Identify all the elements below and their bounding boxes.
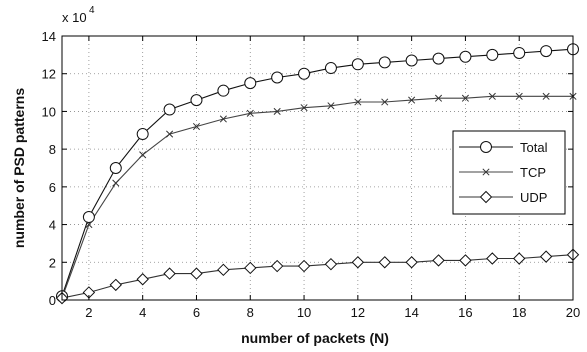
plot-area-frame [61, 35, 574, 301]
y-axis-multiplier-exponent: 4 [89, 5, 95, 16]
legend-item-udp: UDP [459, 190, 547, 205]
y-tick-label: 6 [49, 180, 56, 195]
point-udp [459, 254, 472, 267]
point-udp [297, 259, 311, 273]
point-tcp [327, 102, 335, 110]
point-total [136, 128, 149, 141]
y-axis-multiplier: x 10 [62, 10, 87, 25]
point-udp [109, 278, 122, 292]
point-udp [486, 252, 499, 265]
y-tick-label: 12 [42, 67, 56, 82]
x-axis-label: number of packets (N) [241, 330, 389, 346]
x-tick-label: 4 [139, 305, 146, 320]
point-tcp [166, 130, 174, 138]
point-tcp [488, 92, 496, 100]
point-tcp [515, 92, 523, 100]
legend-item-total: Total [459, 140, 548, 155]
point-tcp [192, 122, 201, 131]
point-udp [270, 259, 284, 273]
point-tcp [354, 98, 362, 106]
point-udp [244, 261, 257, 275]
x-tick-label: 14 [404, 305, 418, 320]
point-total [109, 162, 122, 174]
series-line-tcp [61, 95, 573, 299]
legend-marker-total [480, 141, 492, 153]
y-tick-label: 2 [49, 255, 56, 270]
point-tcp [112, 179, 120, 187]
point-tcp [85, 221, 93, 229]
legend-label: TCP [520, 165, 546, 180]
y-tick-label: 0 [49, 293, 56, 308]
point-tcp [408, 96, 416, 104]
point-udp [513, 252, 526, 265]
point-total [217, 84, 230, 97]
y-axis-label: number of PSD patterns [11, 88, 27, 248]
legend-item-tcp: TCP [459, 165, 546, 180]
point-tcp [434, 94, 443, 102]
point-udp [378, 256, 391, 269]
x-tick-label: 16 [458, 305, 472, 320]
point-total [351, 58, 364, 71]
legend-marker-tcp [482, 168, 490, 176]
point-udp [163, 267, 176, 280]
series-line-udp [61, 254, 574, 299]
point-udp [351, 256, 365, 269]
legend-label: UDP [520, 190, 547, 205]
point-udp [539, 250, 553, 263]
x-tick-labels: 2 4 6 8 10 12 14 16 18 20 [85, 305, 580, 320]
point-total [190, 94, 203, 107]
x-tick-label: 6 [193, 305, 200, 320]
point-tcp [381, 98, 389, 106]
point-total [244, 77, 257, 90]
x-tick-label: 10 [297, 305, 311, 320]
point-total [432, 52, 445, 65]
point-udp [190, 267, 203, 280]
point-tcp [542, 92, 550, 100]
x-tick-label: 2 [85, 305, 92, 320]
y-tick-label: 8 [49, 142, 56, 157]
point-udp [324, 257, 338, 271]
point-udp [432, 254, 445, 267]
y-tick-label: 14 [42, 29, 56, 44]
x-tick-label: 18 [512, 305, 526, 320]
x-tick-label: 20 [566, 305, 580, 320]
legend-marker-udp [479, 190, 493, 204]
point-udp [405, 256, 418, 269]
point-udp [136, 273, 149, 286]
point-total [459, 50, 472, 63]
point-tcp [246, 109, 254, 117]
point-total [513, 46, 526, 59]
legend-label: Total [520, 140, 548, 155]
point-total [163, 103, 176, 116]
legend: Total TCP UDP [452, 130, 566, 215]
point-total [486, 48, 499, 61]
y-tick-label: 4 [49, 218, 56, 233]
axis-ticks [62, 35, 574, 301]
point-total [540, 45, 553, 58]
point-total [298, 67, 311, 80]
point-total [324, 62, 337, 75]
point-tcp [139, 151, 147, 159]
point-tcp [300, 104, 308, 112]
point-total [405, 54, 418, 67]
point-total [271, 71, 284, 84]
point-total [378, 56, 391, 69]
x-tick-label: 8 [247, 305, 254, 320]
point-tcp [461, 94, 469, 102]
point-udp [217, 263, 230, 277]
y-tick-labels: 0 2 4 6 8 10 12 14 [42, 29, 56, 308]
point-tcp [273, 107, 281, 115]
point-total [82, 211, 95, 224]
series-markers [55, 43, 580, 305]
point-tcp [219, 115, 227, 123]
y-tick-label: 10 [42, 104, 56, 119]
x-tick-label: 12 [351, 305, 365, 320]
